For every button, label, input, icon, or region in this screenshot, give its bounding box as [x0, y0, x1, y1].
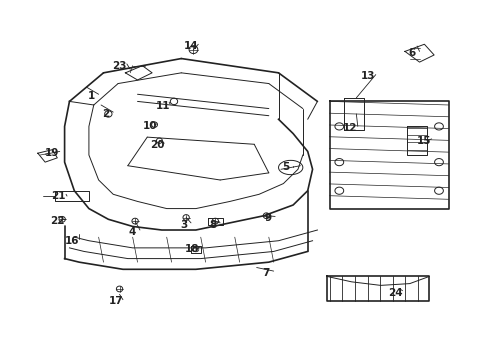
Text: 8: 8	[209, 220, 216, 230]
Text: 24: 24	[387, 288, 402, 297]
Text: 18: 18	[185, 244, 199, 253]
Text: 9: 9	[264, 213, 271, 223]
Text: 11: 11	[155, 101, 170, 111]
Text: 19: 19	[45, 148, 60, 158]
Text: 3: 3	[180, 220, 187, 230]
Text: 7: 7	[262, 268, 269, 278]
Text: 17: 17	[108, 296, 122, 306]
Text: 20: 20	[149, 140, 164, 150]
Text: 23: 23	[112, 61, 126, 71]
Text: 5: 5	[282, 162, 289, 172]
Text: 6: 6	[408, 48, 415, 58]
Text: 22: 22	[50, 216, 64, 226]
Text: 13: 13	[361, 71, 375, 81]
Text: 12: 12	[343, 123, 357, 133]
Text: 10: 10	[142, 121, 157, 131]
Text: 16: 16	[64, 236, 79, 246]
Text: 21: 21	[51, 191, 66, 201]
Text: 1: 1	[87, 91, 95, 101]
Text: 15: 15	[416, 136, 431, 146]
Text: 14: 14	[183, 41, 198, 51]
Text: 4: 4	[129, 227, 136, 237]
Text: 2: 2	[102, 109, 109, 119]
